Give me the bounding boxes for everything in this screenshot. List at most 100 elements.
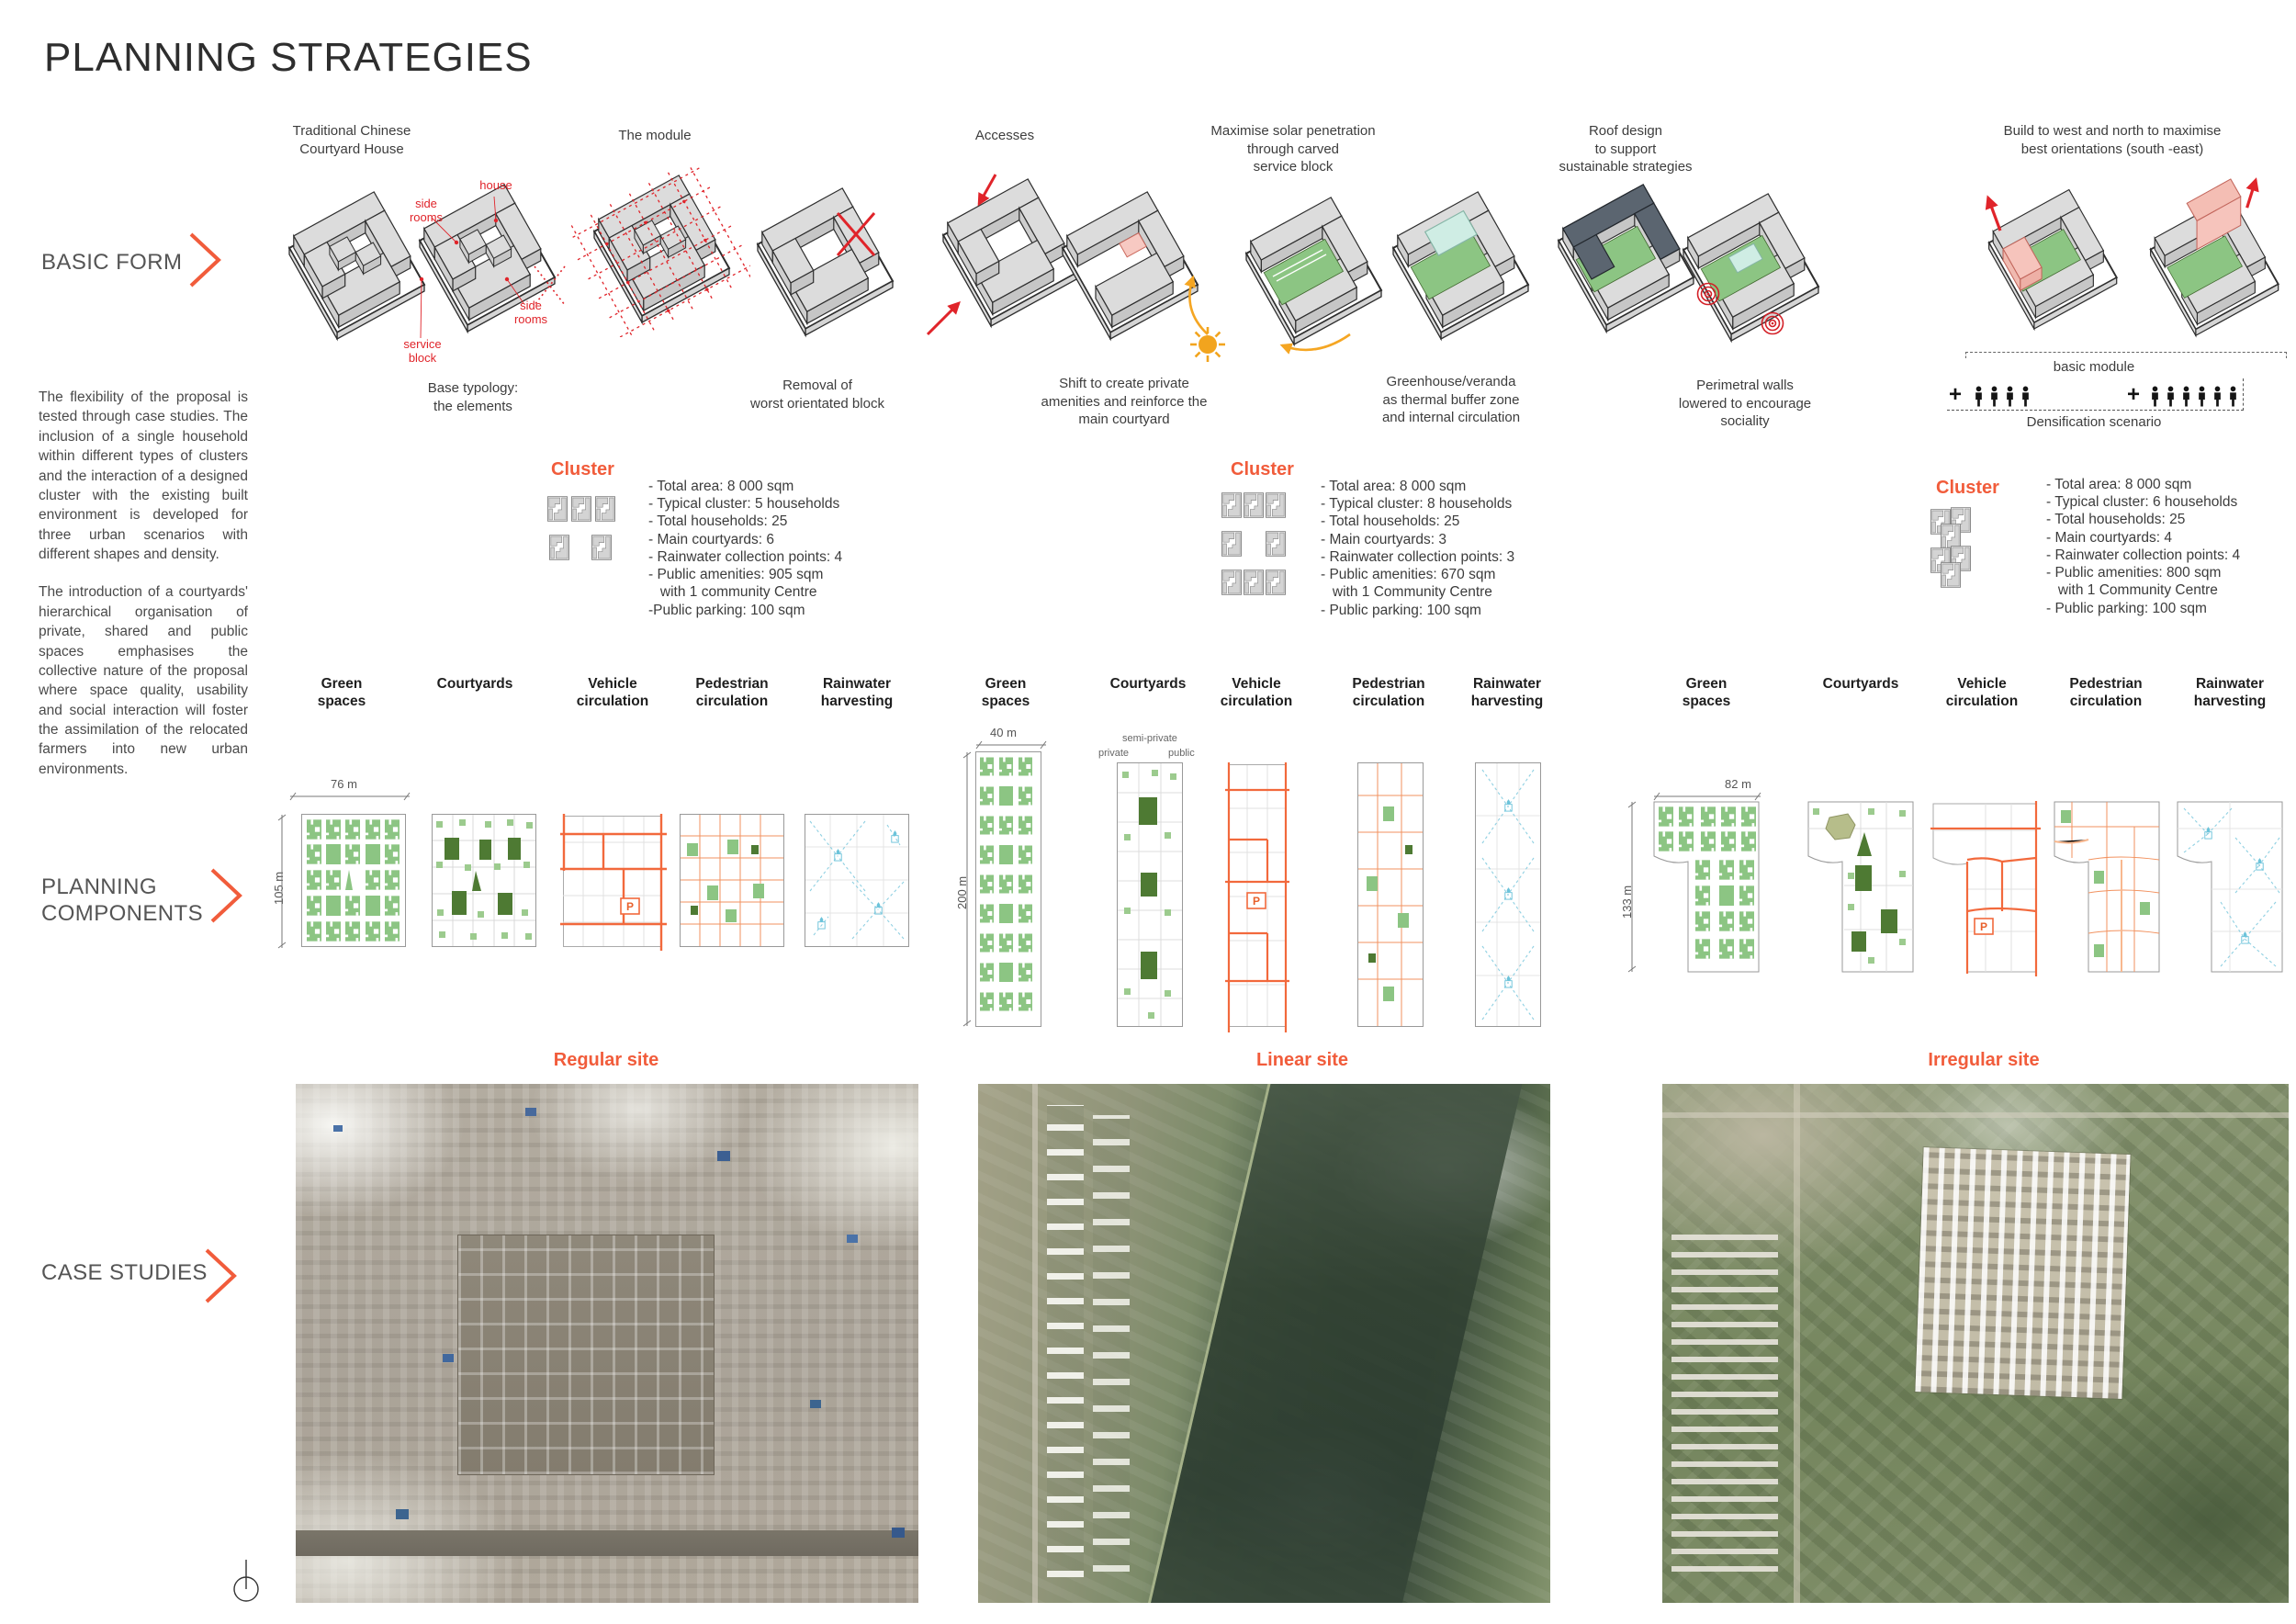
cluster-heading-1: Cluster (551, 459, 614, 479)
column-label-vehicle: Vehicle circulation (1220, 676, 1293, 710)
dimension-width-irregular: 82 m (1725, 777, 1751, 791)
axo-build-west-diagram (1985, 182, 2128, 347)
chevron-right-icon (205, 1248, 237, 1303)
caption-densification: Densification scenario (2026, 414, 2162, 430)
zone-label-semi-private: semi-private (1122, 733, 1177, 744)
aerial-water-body (1141, 1084, 1528, 1603)
person-icons-group-4 (1975, 386, 2029, 407)
plan-courtyards-regular (432, 814, 536, 947)
axo-module-grid-diagram (571, 167, 750, 337)
annotation-side-rooms-a: side rooms (409, 197, 444, 224)
caption-perimetral: Perimetral walls lowered to encourage so… (1678, 378, 1812, 429)
dimension-width-linear: 40 m (990, 726, 1017, 739)
caption-shift: Shift to create private amenities and re… (1041, 376, 1208, 427)
caption-solar: Maximise solar penetration through carve… (1210, 123, 1376, 175)
aerial-apartment-blocks (1671, 1229, 1779, 1573)
column-label-courtyards: Courtyards (1822, 676, 1899, 692)
aerial-building-row (1092, 1114, 1131, 1573)
aerial-site-cluster (1915, 1147, 2131, 1399)
cluster-heading-3: Cluster (1936, 478, 1999, 498)
plan-courtyards-linear (1117, 762, 1183, 1027)
cluster-stats-3: - Total area: 8 000 sqm - Typical cluste… (2046, 477, 2241, 616)
dimension-line (277, 814, 287, 949)
plan-pedestrian-irregular (2054, 801, 2160, 973)
axo-base-typology-diagram (397, 176, 566, 339)
cluster-icon-2 (1221, 492, 1286, 595)
caption-base-typology: Base typology: the elements (427, 380, 519, 414)
section-label-case-studies: CASE STUDIES (41, 1260, 208, 1285)
aerial-road (1662, 1112, 2289, 1119)
cluster-icon-1 (547, 496, 615, 560)
plan-rainwater-linear (1475, 762, 1541, 1027)
column-label-green-spaces: Green spaces (317, 676, 366, 710)
plan-green-spaces-irregular (1653, 801, 1760, 973)
column-label-rainwater: Rainwater harvesting (2193, 676, 2267, 710)
annotation-side-rooms-b: side rooms (513, 299, 548, 326)
dimension-line (962, 751, 972, 1027)
caption-removal: Removal of worst orientated block (750, 378, 884, 412)
site-label-linear: Linear site (1255, 1050, 1349, 1070)
cluster-stats-1: - Total area: 8 000 sqm - Typical cluste… (648, 479, 843, 618)
column-label-pedestrian: Pedestrian circulation (1352, 676, 1425, 710)
intro-text: The flexibility of the proposal is teste… (39, 388, 248, 797)
plan-vehicle-linear: P (1225, 762, 1289, 1032)
densification-row: + + (1947, 378, 2244, 411)
section-label-basic-form: BASIC FORM (41, 250, 183, 275)
column-label-courtyards: Courtyards (436, 676, 513, 692)
aerial-site-grid (457, 1234, 715, 1475)
caption-traditional-courtyard: Traditional Chinese Courtyard House (292, 123, 411, 157)
caption-build-west: Build to west and north to maximise best… (2003, 123, 2222, 157)
chevron-right-icon (189, 232, 221, 288)
cluster-heading-2: Cluster (1231, 459, 1294, 479)
dimension-line (1627, 801, 1637, 973)
orange-arc-arrow-icon (1184, 275, 1209, 335)
plan-vehicle-irregular: P (1930, 801, 2041, 976)
column-label-pedestrian: Pedestrian circulation (695, 676, 769, 710)
dimension-line (289, 792, 411, 801)
plan-pedestrian-linear (1357, 762, 1424, 1027)
annotation-house: house (479, 178, 512, 192)
aerial-building-row (1046, 1104, 1085, 1577)
plan-pedestrian-regular (680, 814, 784, 947)
aerial-photo-regular-site (296, 1084, 918, 1603)
column-label-rainwater: Rainwater harvesting (1470, 676, 1544, 710)
axo-roof-design-diagram (1536, 184, 1705, 337)
caption-the-module: The module (618, 128, 692, 143)
orange-arc-arrow-icon (1279, 333, 1351, 355)
caption-basic-module: basic module (2053, 359, 2135, 375)
aerial-photo-irregular-site (1662, 1084, 2289, 1603)
axo-shift-diagram (1040, 184, 1210, 344)
axo-perimetral-walls-diagram (1660, 186, 1830, 346)
site-label-regular: Regular site (553, 1050, 659, 1070)
north-arrow-icon (233, 1560, 259, 1602)
column-label-vehicle: Vehicle circulation (1945, 676, 2019, 710)
plan-courtyards-irregular (1807, 801, 1914, 973)
sun-icon (1190, 327, 1225, 362)
intro-paragraph-1: The flexibility of the proposal is teste… (39, 389, 248, 562)
axo-build-north-diagram (2129, 177, 2290, 342)
parking-label: P (1980, 920, 1987, 933)
zone-label-private: private (1098, 748, 1130, 759)
aerial-blue-roofs (332, 1125, 343, 1133)
column-label-green-spaces: Green spaces (981, 676, 1030, 710)
caption-greenhouse: Greenhouse/veranda as thermal buffer zon… (1381, 374, 1521, 425)
parking-label: P (626, 900, 634, 913)
aerial-photo-linear-site (978, 1084, 1550, 1603)
site-label-irregular: Irregular site (1928, 1050, 2040, 1070)
axo-greenhouse-diagram (1370, 184, 1540, 344)
column-label-vehicle: Vehicle circulation (576, 676, 649, 710)
annotation-service-block: service block (403, 337, 442, 365)
page-title: PLANNING STRATEGIES (44, 35, 533, 80)
intro-paragraph-2: The introduction of a courtyards' hierar… (39, 584, 248, 777)
axo-removal-diagram (735, 180, 905, 341)
aerial-road (296, 1529, 918, 1557)
caption-roof-design: Roof design to support sustainable strat… (1559, 123, 1693, 175)
cluster-icon-3 (1930, 507, 1971, 588)
plus-sign: + (2127, 382, 2141, 407)
basic-module-bracket (1965, 352, 2287, 358)
caption-accesses: Accesses (974, 128, 1035, 143)
plan-rainwater-irregular (2177, 801, 2283, 973)
person-icons-group-6 (2152, 386, 2236, 407)
plan-green-spaces-linear (975, 751, 1041, 1027)
